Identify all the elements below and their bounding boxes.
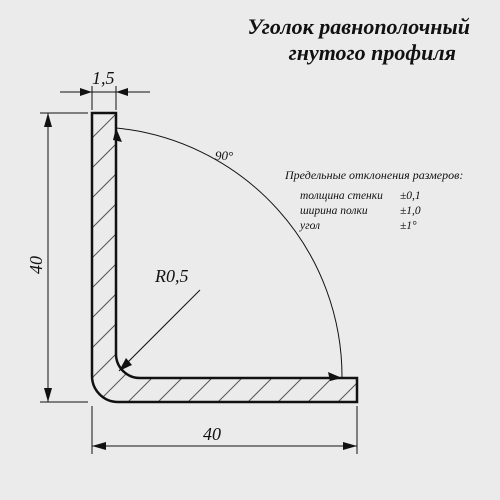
- angle-label: 90°: [215, 148, 233, 163]
- dim-thickness: 1,5: [60, 68, 150, 110]
- radius-label: R0,5: [154, 266, 189, 286]
- radius-leader: [119, 290, 200, 371]
- width-value: 40: [203, 424, 221, 444]
- dim-width: 40: [92, 406, 357, 454]
- drawing-svg: 90° R0,5 1,5 40 40: [0, 0, 500, 500]
- thickness-value: 1,5: [92, 68, 115, 88]
- height-value: 40: [26, 256, 46, 274]
- dim-height: 40: [26, 113, 88, 402]
